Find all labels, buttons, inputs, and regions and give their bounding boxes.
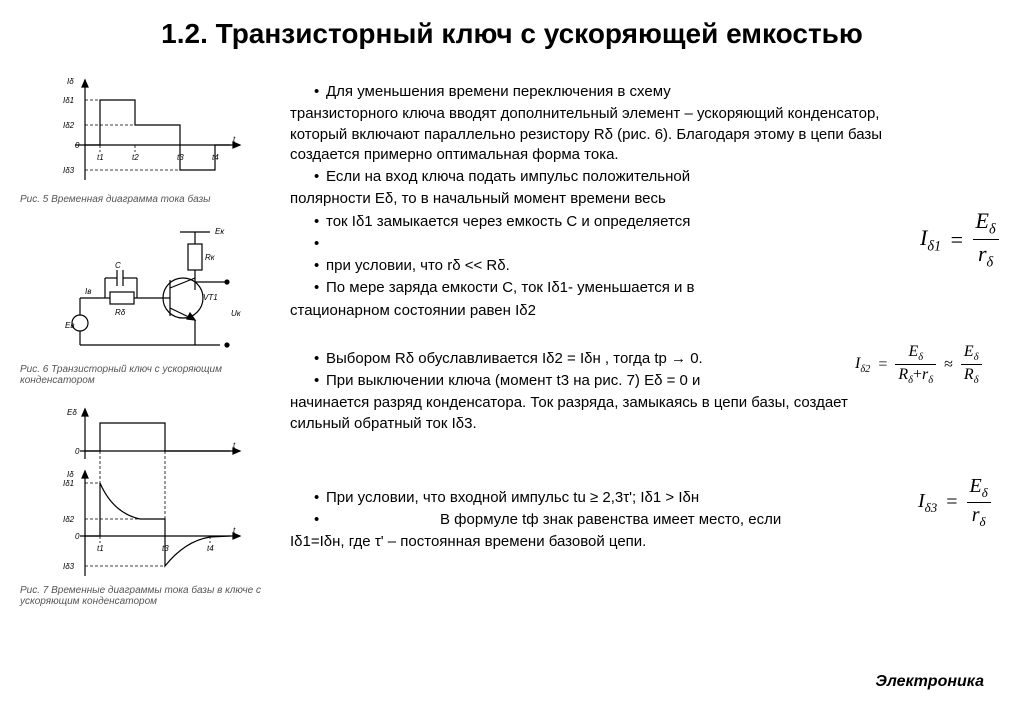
- para-3b: [290, 234, 910, 254]
- svg-text:Eδ: Eδ: [67, 408, 77, 417]
- f1-lhs: Iδ1: [920, 225, 941, 250]
- svg-text:Iδ1: Iδ1: [63, 479, 74, 488]
- svg-text:Rδ: Rδ: [115, 308, 126, 317]
- body-text: Для уменьшения времени переключения в сх…: [290, 82, 910, 555]
- spacer-1: [290, 323, 910, 347]
- formula-1: Iδ1 = Eδ rδ: [920, 208, 999, 272]
- para-4: при условии, что rδ << Rδ.: [290, 256, 910, 276]
- para-9b: Iδ1=Iδн, где τ' – постоянная времени баз…: [290, 532, 910, 552]
- para-8: При условии, что входной импульс tu ≥ 2,…: [290, 488, 910, 508]
- svg-text:0: 0: [75, 447, 80, 456]
- para-3: ток Iδ1 замыкается через емкость С и опр…: [290, 212, 910, 232]
- para-2: Если на вход ключа подать импульс положи…: [290, 167, 910, 187]
- svg-text:Iδ1: Iδ1: [63, 96, 74, 105]
- para-2b: полярности Eδ, то в начальный момент вре…: [290, 189, 910, 209]
- figure-7: Eδ0t Iδ Iδ1Iδ2 0Iδ3 t1t3t4 t Рис. 7 Врем…: [20, 401, 270, 608]
- svg-text:t4: t4: [207, 544, 214, 553]
- fig7-svg: Eδ0t Iδ Iδ1Iδ2 0Iδ3 t1t3t4 t: [45, 401, 245, 581]
- svg-text:t4: t4: [212, 153, 219, 162]
- svg-text:Iδ3: Iδ3: [63, 166, 75, 175]
- para-1a: Для уменьшения времени переключения в сх…: [290, 82, 910, 102]
- svg-text:Uк: Uк: [231, 309, 242, 318]
- formula-2: Iδ2 = Eδ Rδ+rδ ≈ Eδ Rδ: [855, 343, 982, 386]
- svg-text:t3: t3: [162, 544, 169, 553]
- svg-text:Iδ: Iδ: [67, 470, 74, 479]
- svg-text:Rк: Rк: [205, 253, 216, 262]
- svg-text:Iδ: Iδ: [67, 77, 74, 86]
- footer-label: Электроника: [875, 673, 984, 691]
- fig6-svg: Eк Rк C Rδ Iв Eв VT1 Uк: [45, 220, 245, 360]
- fig5-svg: Iδ Iδ1 Iδ2 0 Iδ3 t1t2 t3t4 t: [45, 70, 245, 190]
- page-title: 1.2. Транзисторный ключ с ускоряющей емк…: [0, 18, 1024, 50]
- figure-6: Eк Rк C Rδ Iв Eв VT1 Uк Рис. 6 Транзисто…: [20, 220, 270, 387]
- para-9a: В формуле tф знак равенства имеет место,…: [290, 510, 910, 530]
- svg-text:0: 0: [75, 141, 80, 150]
- para-1b: транзисторного ключа вводят дополнительн…: [290, 104, 910, 165]
- para-6: Выбором Rδ обуславливается Iδ2 = Iδн , т…: [290, 349, 910, 369]
- svg-text:Iв: Iв: [85, 287, 91, 296]
- para-7: При выключении ключа (момент t3 на рис. …: [290, 371, 910, 391]
- svg-text:Eв: Eв: [65, 321, 75, 330]
- svg-text:Eк: Eк: [215, 227, 225, 236]
- para-7b: начинается разряд конденсатора. Ток разр…: [290, 393, 910, 434]
- svg-text:Iδ2: Iδ2: [63, 121, 75, 130]
- svg-text:C: C: [115, 261, 121, 270]
- figures-column: Iδ Iδ1 Iδ2 0 Iδ3 t1t2 t3t4 t Рис. 5 Врем…: [20, 70, 270, 622]
- fig5-caption: Рис. 5 Временная диаграмма тока базы: [20, 194, 270, 206]
- figure-5: Iδ Iδ1 Iδ2 0 Iδ3 t1t2 t3t4 t Рис. 5 Врем…: [20, 70, 270, 206]
- svg-text:Iδ2: Iδ2: [63, 515, 75, 524]
- svg-text:t1: t1: [97, 544, 104, 553]
- f2-lhs: Iδ2: [855, 355, 870, 372]
- para-5b: стационарном состоянии равен Iδ2: [290, 301, 910, 321]
- svg-text:Iδ3: Iδ3: [63, 562, 75, 571]
- svg-text:t1: t1: [97, 153, 104, 162]
- svg-text:0: 0: [75, 532, 80, 541]
- spacer-2: [290, 436, 910, 486]
- fig7-caption: Рис. 7 Временные диаграммы тока базы в к…: [20, 585, 270, 608]
- svg-text:VT1: VT1: [203, 293, 218, 302]
- para-5: По мере заряда емкости С, ток Iδ1- умень…: [290, 278, 910, 298]
- svg-text:t2: t2: [132, 153, 139, 162]
- f3-lhs: Iδ3: [918, 490, 937, 512]
- fig6-caption: Рис. 6 Транзисторный ключ с ускоряющим к…: [20, 364, 270, 387]
- svg-text:t3: t3: [177, 153, 184, 162]
- formula-3: Iδ3 = Eδ rδ: [918, 475, 991, 530]
